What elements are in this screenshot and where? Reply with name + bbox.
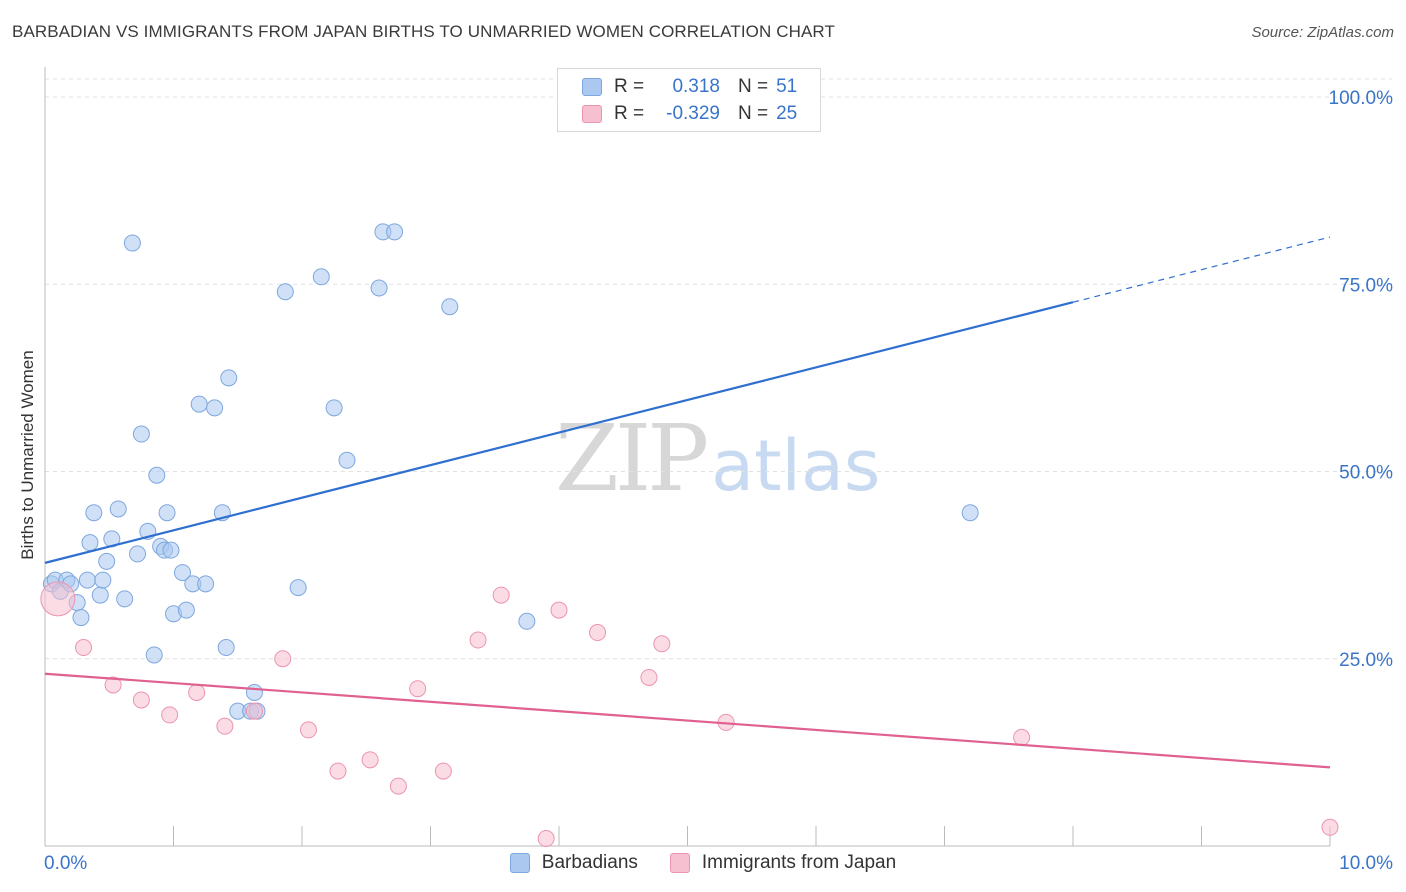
data-point[interactable]	[276, 283, 294, 301]
data-point[interactable]	[653, 635, 671, 653]
data-point[interactable]	[518, 612, 536, 630]
data-point[interactable]	[216, 717, 234, 735]
data-point[interactable]	[386, 223, 404, 241]
x-tick-label-min: 0.0%	[44, 853, 87, 874]
data-point[interactable]	[177, 601, 195, 619]
data-point[interactable]	[441, 298, 459, 316]
data-point[interactable]	[161, 706, 179, 724]
x-tick-label-max: 10.0%	[1339, 853, 1393, 874]
trend-line-barbadians	[44, 301, 1074, 564]
legend-r-value: -0.329	[666, 103, 720, 124]
legend-n-value: 51	[776, 76, 798, 97]
data-point[interactable]	[173, 564, 191, 582]
legend-n-label: N =	[738, 76, 769, 97]
trend-line-barbadians-extension	[1072, 236, 1331, 303]
data-point[interactable]	[190, 395, 208, 413]
data-point[interactable]	[132, 691, 150, 709]
data-point[interactable]	[409, 680, 427, 698]
data-point[interactable]	[40, 581, 76, 617]
data-point[interactable]	[469, 631, 487, 649]
data-point[interactable]	[289, 579, 307, 597]
data-point[interactable]	[550, 601, 568, 619]
data-point[interactable]	[158, 504, 176, 522]
data-point[interactable]	[72, 609, 90, 627]
legend-r-label: R =	[614, 103, 645, 124]
series-japan	[40, 581, 1339, 848]
data-point[interactable]	[245, 683, 263, 701]
data-point[interactable]	[961, 504, 979, 522]
series-legend-label: Immigrants from Japan	[701, 852, 897, 873]
data-point[interactable]	[492, 586, 510, 604]
data-point[interactable]	[109, 500, 127, 518]
data-point[interactable]	[91, 586, 109, 604]
series-swatch-japan	[669, 853, 690, 873]
y-tick-label: 100.0%	[1329, 88, 1394, 109]
data-point[interactable]	[434, 762, 452, 780]
data-point[interactable]	[389, 777, 407, 795]
watermark-zip: ZIP	[555, 405, 709, 512]
data-point[interactable]	[145, 646, 163, 664]
data-point[interactable]	[537, 830, 555, 848]
legend-n-value: 25	[776, 103, 798, 124]
watermark-atlas: atlas	[711, 425, 881, 507]
y-axis-label: Births to Unmarried Women	[18, 350, 37, 560]
data-point[interactable]	[329, 762, 347, 780]
legend-n-label: N =	[738, 103, 769, 124]
legend-r-label: R =	[614, 76, 645, 97]
data-point[interactable]	[78, 571, 96, 589]
legend-row-barbadians: R = 0.318 N = 51	[582, 75, 797, 99]
data-point[interactable]	[1321, 818, 1339, 836]
data-point[interactable]	[98, 552, 116, 570]
data-point[interactable]	[104, 676, 122, 694]
series-legend: Barbadians Immigrants from Japan	[0, 852, 1406, 874]
data-point[interactable]	[197, 575, 215, 593]
series-swatch-barbadians	[509, 853, 530, 873]
data-point[interactable]	[75, 639, 93, 657]
data-point[interactable]	[299, 721, 317, 739]
series-legend-japan[interactable]: Immigrants from Japan	[669, 852, 897, 874]
y-tick-label: 50.0%	[1339, 463, 1393, 484]
data-point[interactable]	[188, 683, 206, 701]
data-point[interactable]	[589, 624, 607, 642]
data-point[interactable]	[217, 639, 235, 657]
data-point[interactable]	[370, 279, 388, 297]
data-point[interactable]	[148, 466, 166, 484]
data-point[interactable]	[129, 545, 147, 563]
data-point[interactable]	[220, 369, 238, 387]
data-point[interactable]	[162, 541, 180, 559]
legend-row-japan: R = -0.329 N = 25	[582, 102, 797, 126]
data-point[interactable]	[640, 668, 658, 686]
data-point[interactable]	[116, 590, 134, 608]
y-tick-label: 25.0%	[1339, 650, 1393, 671]
data-point[interactable]	[245, 702, 263, 720]
data-point[interactable]	[81, 534, 99, 552]
data-point[interactable]	[361, 751, 379, 769]
trend-line-japan	[44, 672, 1331, 769]
correlation-legend: R = 0.318 N = 51 R = -0.329 N = 25	[557, 68, 821, 132]
data-point[interactable]	[94, 571, 112, 589]
series-legend-barbadians[interactable]: Barbadians	[509, 852, 638, 874]
data-point[interactable]	[85, 504, 103, 522]
data-point[interactable]	[1013, 728, 1031, 746]
series-legend-label: Barbadians	[541, 852, 638, 873]
data-point[interactable]	[325, 399, 343, 417]
source-label: Source: ZipAtlas.com	[1251, 24, 1394, 41]
chart-title: BARBADIAN VS IMMIGRANTS FROM JAPAN BIRTH…	[12, 22, 835, 41]
data-point[interactable]	[274, 650, 292, 668]
legend-swatch-barbadians	[582, 78, 602, 96]
legend-r-value: 0.318	[672, 76, 720, 97]
data-point[interactable]	[312, 268, 330, 286]
y-tick-label: 75.0%	[1339, 275, 1393, 296]
data-point[interactable]	[338, 451, 356, 469]
legend-swatch-japan	[582, 105, 602, 123]
data-point[interactable]	[123, 234, 141, 252]
data-point[interactable]	[132, 425, 150, 443]
watermark: ZIPatlas	[555, 405, 880, 512]
data-point[interactable]	[206, 399, 224, 417]
